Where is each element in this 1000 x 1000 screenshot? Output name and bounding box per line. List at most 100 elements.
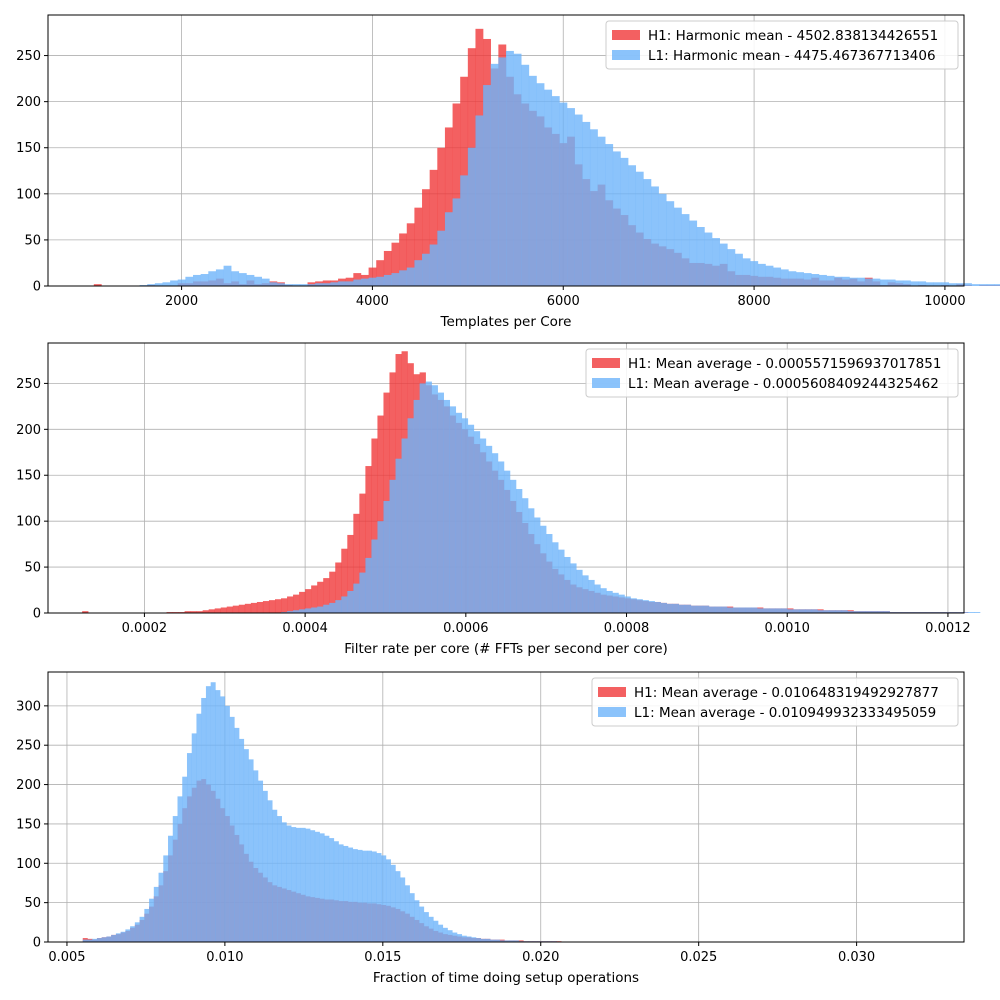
histogram-bar xyxy=(250,602,258,613)
histogram-bar xyxy=(191,733,197,942)
histogram-bar xyxy=(818,274,827,286)
histogram-bar xyxy=(773,267,782,286)
histogram-bar xyxy=(101,937,107,942)
histogram-bar xyxy=(567,108,575,287)
histogram-bar xyxy=(428,916,434,942)
histogram-bar xyxy=(757,608,764,613)
histogram-bar xyxy=(509,940,515,942)
histogram-bar xyxy=(757,263,766,286)
histogram-bar xyxy=(423,912,429,942)
histogram-bar xyxy=(244,603,252,613)
histogram-bar xyxy=(712,238,720,286)
histogram-bar xyxy=(310,830,316,942)
histogram-bar xyxy=(719,243,728,286)
histogram-bar xyxy=(788,271,797,286)
histogram-bar xyxy=(330,282,339,286)
histogram-bar xyxy=(376,260,385,286)
histogram-bar xyxy=(299,284,308,286)
histogram-bar xyxy=(735,253,743,286)
histogram-bar xyxy=(485,938,491,942)
histogram-bar xyxy=(139,916,145,942)
histogram-bar xyxy=(437,392,444,613)
histogram-bar xyxy=(702,605,710,613)
histogram-bar xyxy=(781,608,788,613)
x-tick-label: 0.0010 xyxy=(764,621,810,636)
histogram-bar xyxy=(287,596,294,613)
legend-swatch xyxy=(598,687,626,697)
histogram-bar xyxy=(811,609,818,613)
histogram-bar xyxy=(461,418,469,613)
histogram-bar xyxy=(153,886,159,942)
histogram-bar xyxy=(540,525,547,613)
histogram-bar xyxy=(262,790,268,942)
x-tick-label: 10000 xyxy=(924,294,965,309)
histogram-bar xyxy=(612,592,619,613)
histogram-bar xyxy=(422,253,430,286)
histogram-bar xyxy=(576,569,583,613)
histogram-bar xyxy=(431,385,438,613)
histogram-bar xyxy=(419,906,425,942)
histogram-bar xyxy=(154,283,163,286)
histogram-bar xyxy=(642,600,649,613)
histogram-bar xyxy=(510,479,517,613)
histogram-bar xyxy=(681,214,690,286)
histogram-bar xyxy=(239,738,245,942)
histogram-bar xyxy=(895,280,904,286)
histogram-bar xyxy=(864,278,873,286)
histogram-bar xyxy=(624,596,631,613)
histogram-bar xyxy=(383,250,392,286)
legend: H1: Harmonic mean - 4502.838134426551 L1:… xyxy=(605,20,959,70)
y-tick-label: 250 xyxy=(16,739,41,754)
histogram-bar xyxy=(365,557,372,613)
histogram-bar xyxy=(92,938,98,942)
histogram-bar xyxy=(588,579,595,613)
histogram-bar xyxy=(177,279,186,286)
histogram-bar xyxy=(769,608,776,613)
histogram-bar xyxy=(243,749,249,942)
histogram-bar xyxy=(460,175,469,286)
histogram-bar xyxy=(368,277,377,286)
histogram-bar xyxy=(299,591,306,613)
histogram-bar xyxy=(449,406,457,613)
histogram-bar xyxy=(678,604,686,613)
histogram-bar xyxy=(202,610,209,613)
histogram-bar xyxy=(597,136,606,286)
histogram-bar xyxy=(409,893,415,942)
histogram-bar xyxy=(902,280,911,286)
histogram-bar xyxy=(648,601,655,613)
legend-box xyxy=(605,20,959,70)
histogram-bar xyxy=(293,610,300,613)
histogram-bar xyxy=(353,279,362,286)
histogram-bar xyxy=(787,609,794,613)
histogram-bar xyxy=(660,602,667,613)
histogram-bar xyxy=(536,83,545,287)
histogram-bar xyxy=(201,697,207,942)
y-tick-label: 0 xyxy=(33,936,41,951)
histogram-bar xyxy=(368,267,377,286)
histogram-bar xyxy=(365,466,372,613)
histogram-bar xyxy=(574,114,583,286)
histogram-bar xyxy=(253,770,259,942)
histogram-bar xyxy=(727,249,736,286)
y-tick-label: 0 xyxy=(33,607,41,622)
histogram-bar xyxy=(254,276,262,286)
histogram-bar xyxy=(281,598,288,613)
histogram-bar xyxy=(841,610,848,613)
histogram-bar xyxy=(666,201,675,286)
histogram-bar xyxy=(630,598,637,613)
histogram-bar xyxy=(499,940,505,942)
histogram-bar xyxy=(134,922,140,942)
histogram-bar xyxy=(684,604,692,613)
y-tick-label: 200 xyxy=(16,423,41,438)
histogram-bar xyxy=(796,272,804,286)
histogram-bar xyxy=(455,412,463,613)
histogram-bar xyxy=(732,607,740,613)
histogram-bar xyxy=(390,864,396,942)
legend-entry: L1: Harmonic mean - 4475.467367713406 xyxy=(648,48,936,64)
histogram-bar xyxy=(215,269,224,286)
histogram-bar xyxy=(234,727,240,942)
legend-swatch xyxy=(592,358,620,368)
histogram-bar xyxy=(185,276,194,286)
histogram-bar xyxy=(293,594,300,613)
y-tick-label: 250 xyxy=(16,49,41,64)
